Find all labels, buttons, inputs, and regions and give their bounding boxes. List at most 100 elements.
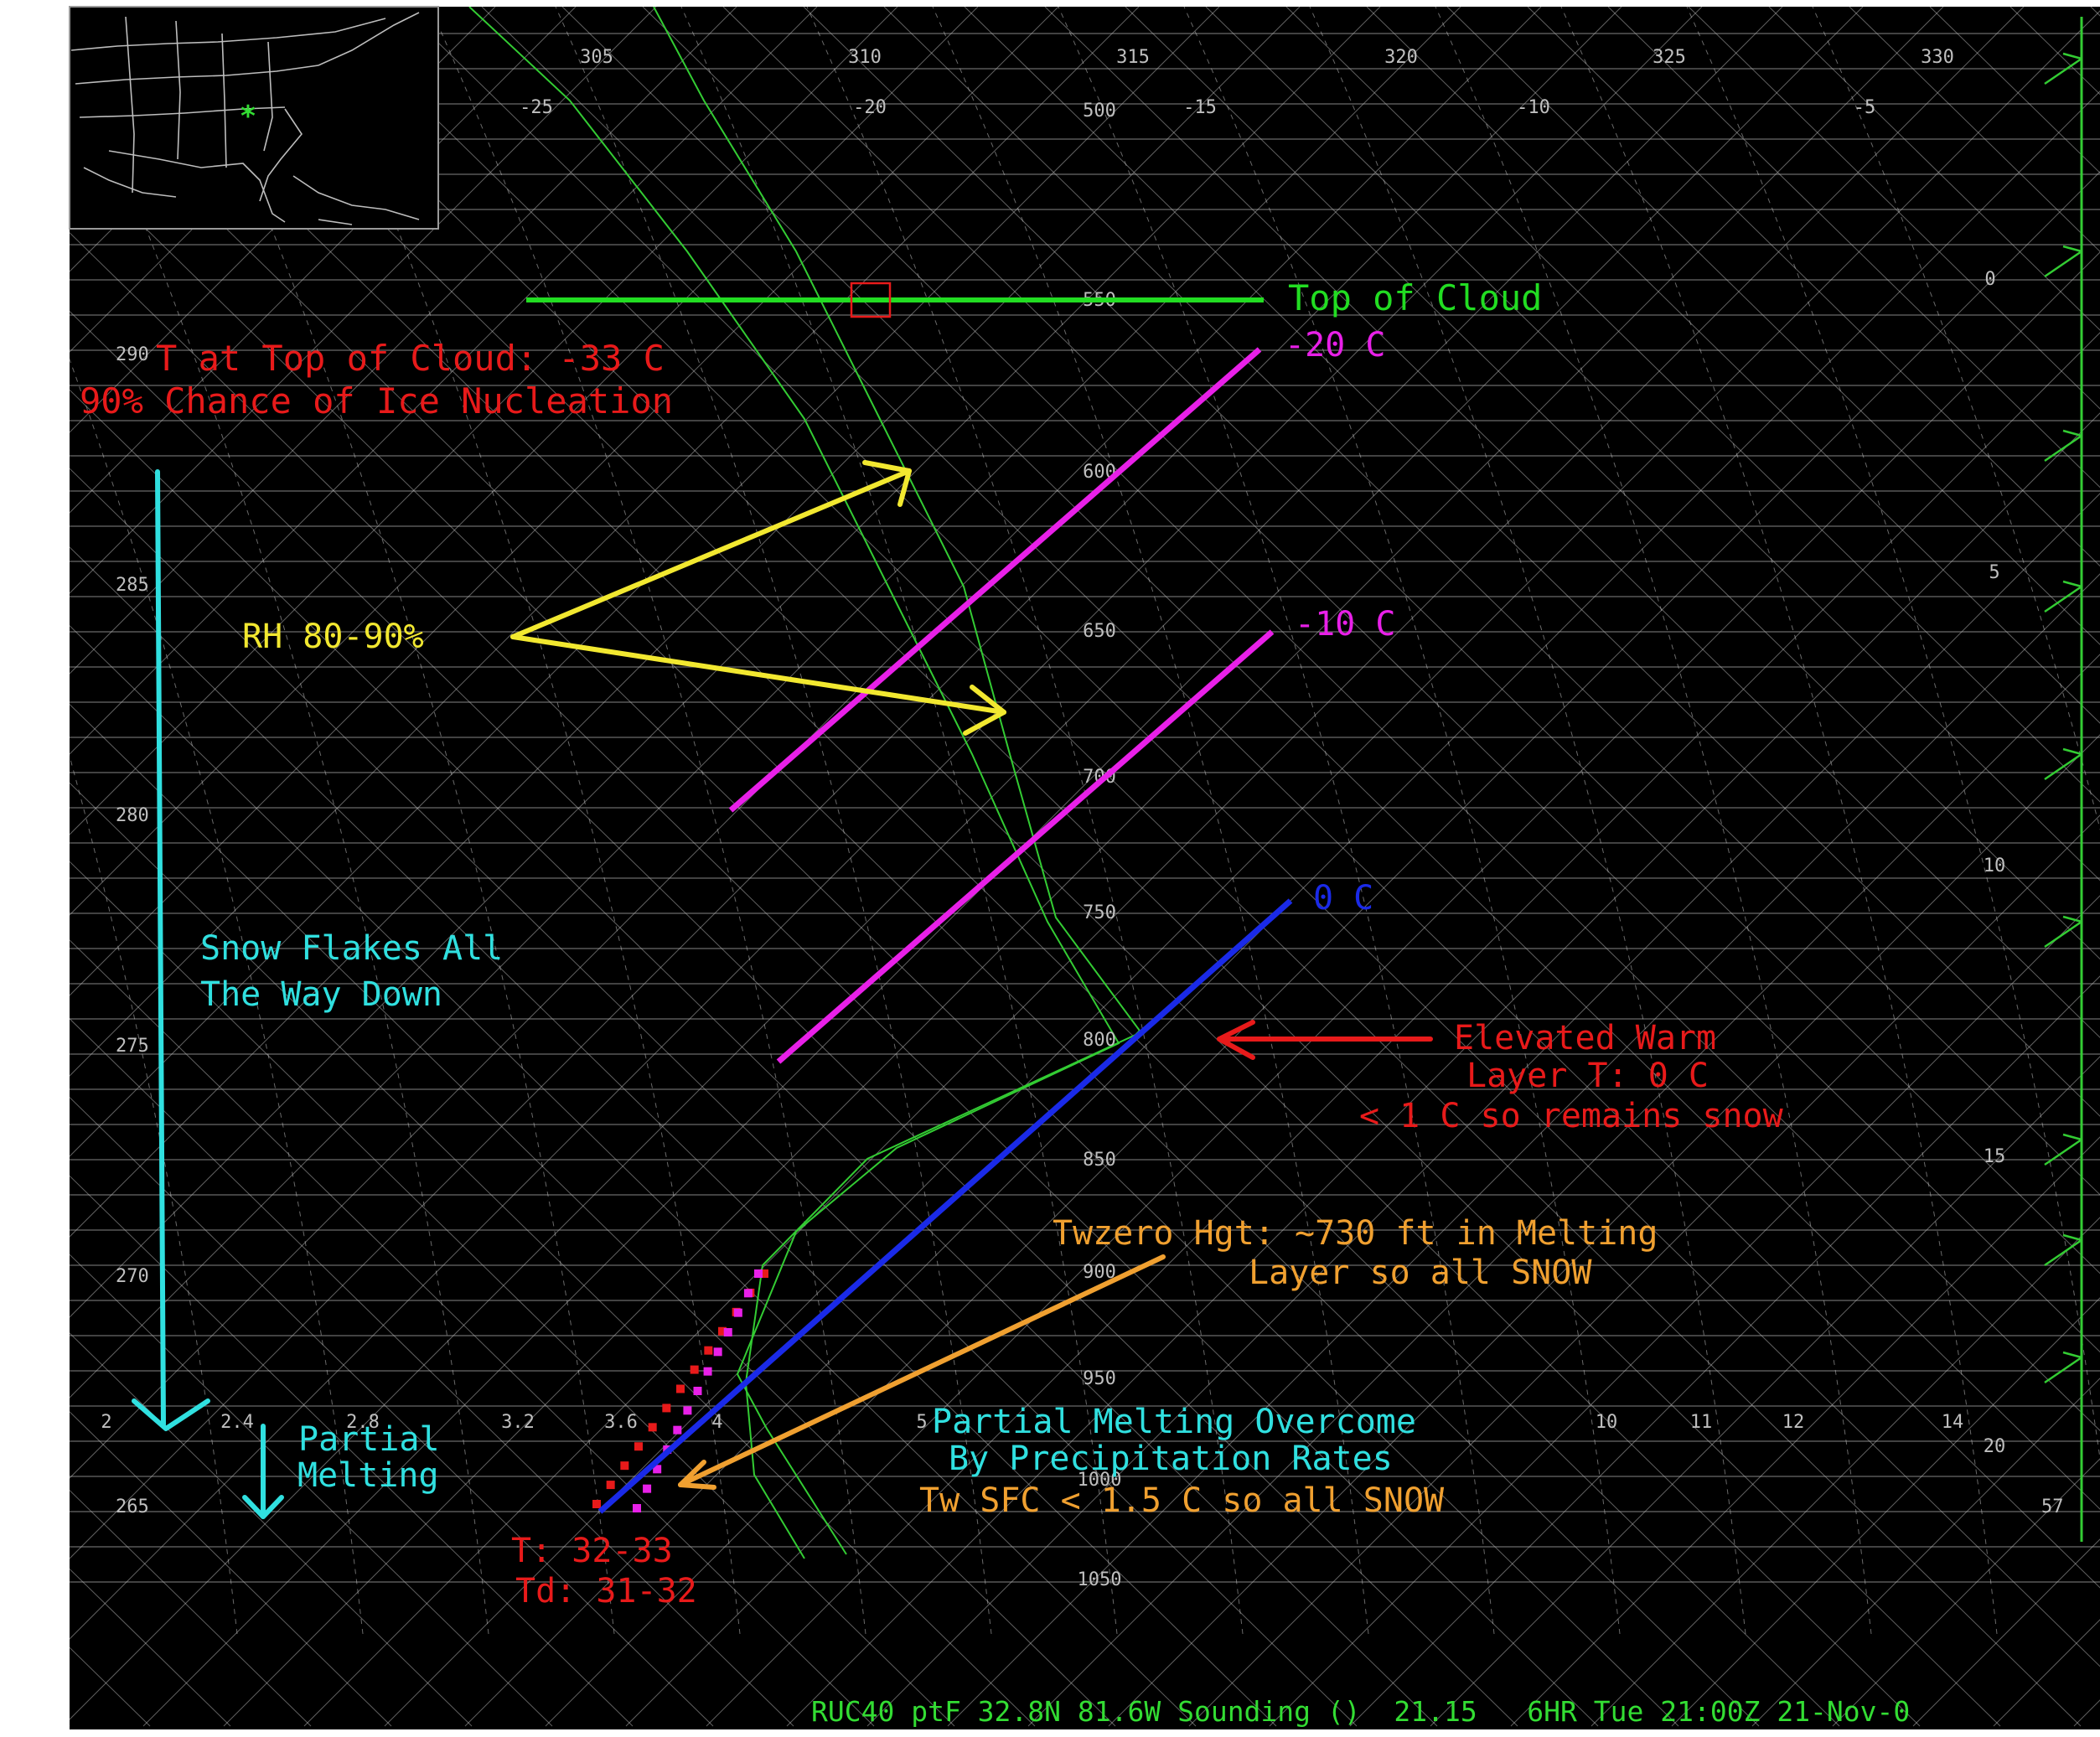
wind-barb [2044, 1133, 2082, 1166]
theta-label-left: 270 [116, 1266, 149, 1287]
mixing-ratio-label: 2.8 [346, 1412, 380, 1433]
grid-isotherm-line [70, 7, 416, 353]
dewpoint-surface-marker [673, 1425, 682, 1435]
temperature-surface-marker [704, 1346, 713, 1355]
mixing-ratio-label: 10 [1596, 1412, 1618, 1433]
grid-dry-adiabat [1205, 7, 2100, 881]
mixing-ratio-label: 3.6 [604, 1412, 638, 1433]
minus10-isotherm [776, 629, 1275, 1064]
grid-dry-adiabat [1688, 7, 2100, 409]
dewpoint-surface-marker [693, 1387, 702, 1395]
temperature-profile-line [653, 7, 1141, 1559]
mixing-ratio-label: 3.2 [501, 1412, 535, 1433]
grid-dry-adiabat [1285, 7, 2100, 802]
pressure-label: 1050 [1078, 1569, 1122, 1590]
grid-isotherm-line [223, 7, 1944, 1727]
temperature-label: -15 [1183, 97, 1217, 118]
temperature-label: 15 [1984, 1146, 2006, 1167]
grid-isotherm-line [1027, 654, 2100, 1727]
temperature-surface-marker [676, 1384, 685, 1393]
rh-label: RH 80-90% [242, 618, 424, 656]
wind-barb [2044, 1233, 2082, 1267]
t-range-label: T: 32-33 [511, 1532, 673, 1570]
mixing-ratio-label: 4 [711, 1412, 722, 1433]
mixing-ratio-label: 12 [1782, 1412, 1805, 1433]
theta-label-left: 285 [116, 575, 149, 596]
partial-label-2: Melting [297, 1456, 439, 1495]
theta-label: 330 [1921, 47, 1954, 68]
grid-isotherm-line [70, 7, 1220, 1157]
temperature-label: 0 [1984, 269, 1995, 290]
grid-isotherm-line [1671, 1297, 2100, 1727]
grid-isotherm-line [384, 10, 2100, 1727]
grid-isotherm-line [786, 412, 2100, 1727]
grid-moist-adiabat [178, 7, 615, 1635]
grid-moist-adiabat [1309, 7, 1746, 1635]
grid-dry-adiabat [70, 1410, 392, 1727]
grid-isotherm-line [866, 493, 2100, 1727]
dewpoint-surface-marker [653, 1465, 662, 1474]
top-of-cloud-marker [850, 282, 892, 318]
theta-label-left: 280 [116, 805, 149, 826]
grid-isotherm-line [70, 7, 1381, 1318]
temperature-surface-marker [620, 1461, 629, 1471]
pressure-label: 800 [1083, 1030, 1116, 1051]
top-of-cloud-label: Top of Cloud [1288, 277, 1542, 318]
dewpoint-surface-marker [733, 1308, 742, 1317]
temperature-label: -25 [520, 97, 553, 118]
dewpoint-surface-marker [743, 1289, 753, 1298]
warm-label-2: Layer T: 0 C [1466, 1057, 1709, 1095]
theta-label: 305 [580, 47, 613, 68]
grid-dry-adiabat [70, 1253, 553, 1727]
temperature-label: 5 [1989, 562, 1999, 583]
grid-moist-adiabat [1812, 7, 2100, 830]
twzero-label-1: Twzero Hgt: ~730 ft in Melting [1053, 1214, 1658, 1253]
dewpoint-surface-marker [633, 1504, 641, 1512]
grid-isotherm-line [1188, 814, 2100, 1727]
annotations: Top of Cloud T at Top of Cloud: -33 C 90… [80, 277, 1910, 1728]
warm-label-1: Elevated Warm [1454, 1019, 1716, 1057]
temperature-label: -10 [1517, 97, 1550, 118]
theta-label: 325 [1653, 47, 1686, 68]
temperature-label: -5 [1854, 97, 1876, 118]
twzero-label-2: Layer so all SNOW [1249, 1254, 1592, 1292]
grid-isotherm-line [70, 7, 657, 594]
grid-isotherm-line [70, 7, 1703, 1640]
grid-isotherm-line [947, 573, 2100, 1727]
svg-text:*: * [240, 100, 256, 133]
temperature-surface-marker [592, 1500, 601, 1508]
temperature-surface-marker [606, 1481, 615, 1490]
grid-moist-adiabat [1686, 7, 2100, 1461]
grid-isotherm-line [70, 7, 1461, 1398]
grid-dry-adiabat [70, 1174, 634, 1727]
dewpoint-surface-marker [683, 1406, 692, 1415]
td-range-label: Td: 31-32 [515, 1572, 697, 1610]
minus10-label: -10 C [1295, 605, 1395, 644]
grid-dry-adiabat [1366, 7, 2100, 723]
grid-moist-adiabat [1183, 7, 1621, 1635]
grid-dry-adiabat [1446, 7, 2100, 644]
minus20-label: -20 C [1285, 326, 1385, 364]
temperature-surface-marker [662, 1404, 671, 1413]
wind-speed-label: 57 [2041, 1497, 2064, 1517]
grid-isotherm-line [70, 7, 737, 675]
grid-dry-adiabat [70, 938, 875, 1727]
footer-label: RUC40 ptF 32.8N 81.6W Sounding () 21.15 … [811, 1695, 1910, 1728]
wind-barb [2044, 747, 2082, 781]
partial-label-1: Partial [298, 1420, 440, 1459]
location-inset-map: * [69, 6, 439, 230]
grid-isotherm-line [625, 251, 2100, 1727]
overcome-label-1: Partial Melting Overcome [932, 1403, 1416, 1441]
overcome-label-3: Tw SFC < 1.5 C so all SNOW [919, 1481, 1445, 1520]
dewpoint-surface-marker [713, 1347, 722, 1357]
temperature-label: 20 [1984, 1436, 2006, 1457]
grid-isotherm-line [70, 7, 898, 835]
partial-melting-arrow [242, 1424, 284, 1519]
temperature-surface-marker [634, 1442, 643, 1451]
mixing-ratio-label: 11 [1690, 1412, 1713, 1433]
overcome-label-2: By Precipitation Rates [949, 1440, 1393, 1478]
theta-label-left: 265 [116, 1497, 149, 1517]
grid-isotherm-line [1591, 1217, 2100, 1727]
rh-arrows [510, 460, 1006, 736]
grid-moist-adiabat [932, 7, 1369, 1635]
